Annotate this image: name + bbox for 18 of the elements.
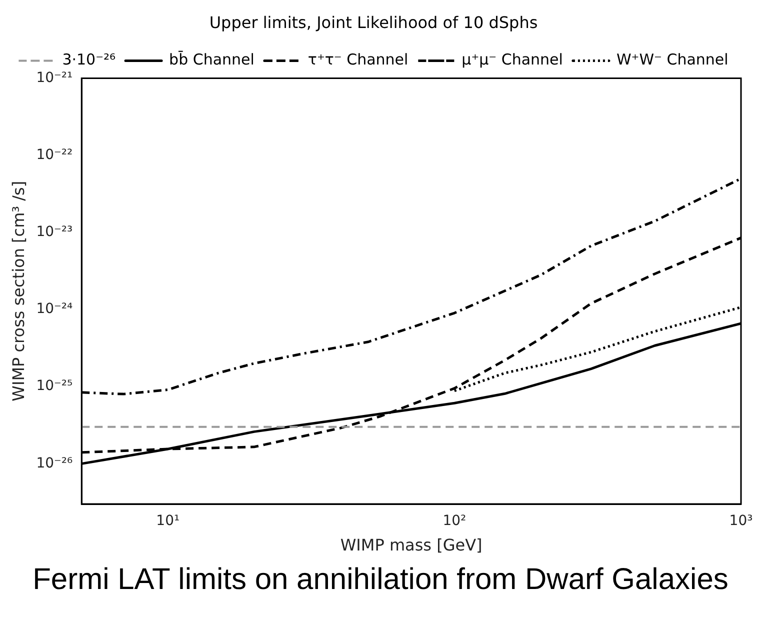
y-tick-label: 10⁻²⁴ [36, 301, 74, 318]
x-tick-label: 10¹ [156, 513, 180, 530]
chart-title: Upper limits, Joint Likelihood of 10 dSphs [209, 12, 538, 32]
y-tick-label: 10⁻²⁵ [36, 378, 73, 394]
legend-label: bb̄ Channel [169, 50, 254, 69]
legend-label: 3·10⁻²⁶ [62, 50, 116, 69]
x-tick-label: 10³ [729, 513, 753, 530]
text: Fermi LAT limits on annihilation from Dwarf Galaxies [32, 562, 730, 598]
y-tick-label: 10⁻²² [36, 146, 73, 163]
y-tick-label: 10⁻²¹ [36, 70, 73, 86]
legend-label: τ⁺τ⁻ Channel [308, 50, 408, 69]
y-tick-label: 10⁻²⁶ [36, 455, 74, 472]
legend-label: μ⁺μ⁻ Channel [462, 50, 563, 69]
x-axis-title: WIMP mass [GeV] [340, 536, 482, 555]
y-axis-title: WIMP cross section [cm³ /s] [8, 180, 28, 402]
x-tick-label: 10² [442, 513, 466, 530]
y-tick-label: 10⁻²³ [36, 224, 73, 240]
legend-label: W⁺W⁻ Channel [616, 50, 728, 69]
